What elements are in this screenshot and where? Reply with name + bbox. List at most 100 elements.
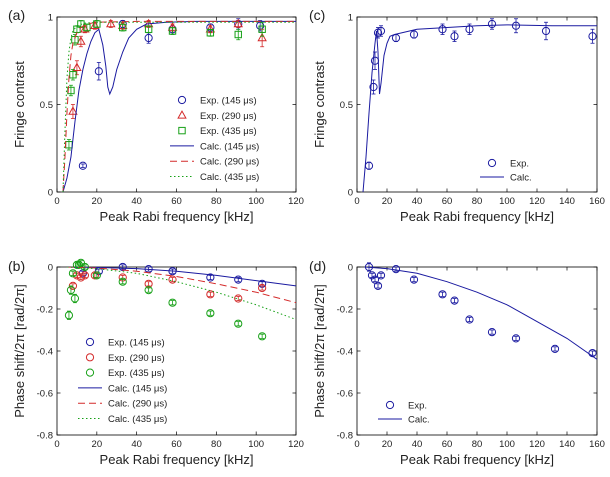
- data-point: [118, 262, 127, 272]
- data-point: [94, 67, 103, 76]
- x-tick-label: 100: [248, 196, 264, 207]
- legend: Exp. (145 μs) Exp. (290 μs) Exp. (435 μs) C…: [78, 337, 167, 425]
- data-point: [233, 18, 243, 28]
- series-line: [66, 267, 296, 304]
- legend-marker-swatch: [85, 337, 95, 347]
- legend: Exp. (145 μs) Exp. (290 μs) Exp. (435 μs) C…: [170, 96, 259, 183]
- x-tick-label: 160: [589, 196, 605, 207]
- data-point: [369, 82, 378, 92]
- data-point: [234, 30, 242, 39]
- x-tick-label: 120: [288, 439, 304, 450]
- y-tick-label: 0: [348, 263, 353, 274]
- x-tick-label: 100: [499, 196, 515, 207]
- plot-frame: [356, 16, 598, 193]
- series-d-0: [364, 262, 597, 358]
- series-line: [362, 24, 597, 192]
- data-point: [511, 21, 521, 30]
- data-point: [409, 275, 419, 284]
- legend-label: Exp. (290 μs): [108, 353, 165, 364]
- x-tick-label: 20: [382, 196, 393, 207]
- data-point: [450, 32, 459, 41]
- x-axis-label: Peak Rabi frequency [kHz]: [100, 452, 254, 467]
- data-point: [588, 32, 597, 41]
- legend-marker-swatch: [385, 400, 395, 410]
- data-point: [144, 286, 153, 295]
- x-tick-label: 60: [171, 196, 182, 207]
- data-point: [376, 271, 386, 280]
- data-point: [234, 275, 243, 284]
- y-tick-label: -0.8: [337, 431, 353, 442]
- series-line: [62, 20, 296, 192]
- legend-label: Calc. (290 μs): [200, 157, 259, 168]
- data-point: [83, 23, 91, 32]
- data-point: [93, 20, 101, 28]
- legend-label: Calc. (145 μs): [200, 141, 259, 152]
- series-a-3: [62, 20, 296, 192]
- y-tick-label: 1: [48, 13, 53, 24]
- x-tick-label: 100: [499, 439, 515, 450]
- chart-panel-d: (d) 0 20 40 60 80 100 120 140 160 -0.8 -0.6 -0.4 -0.2…: [309, 258, 605, 467]
- y-tick-label: -0.2: [37, 305, 53, 316]
- y-axis-label: Fringe contrast: [312, 61, 327, 148]
- series-c-1: [362, 24, 597, 192]
- data-point: [234, 319, 243, 328]
- x-tick-label: 80: [211, 439, 222, 450]
- x-tick-label: 40: [131, 196, 142, 207]
- x-tick-label: 0: [354, 439, 359, 450]
- data-point: [168, 298, 177, 307]
- series-a-5: [62, 21, 296, 192]
- data-point: [376, 26, 386, 36]
- legend-label: Calc. (145 μs): [108, 383, 167, 394]
- x-tick-label: 60: [442, 439, 453, 450]
- legend-label: Exp.: [408, 401, 427, 412]
- chart-panel-a: (a) 0 20 40 60 80 100 120 0 0.5 1 Peak Rabi frequen…: [8, 7, 304, 224]
- data-point: [70, 294, 80, 303]
- data-point: [118, 277, 127, 286]
- legend-marker-swatch: [177, 110, 187, 119]
- data-point: [106, 18, 116, 28]
- x-tick-label: 80: [472, 196, 483, 207]
- data-point: [144, 279, 153, 288]
- data-point: [68, 269, 78, 278]
- data-point: [550, 344, 560, 353]
- y-tick-label: -0.6: [37, 389, 53, 400]
- data-point: [168, 275, 177, 284]
- series-line: [364, 267, 597, 360]
- data-point: [258, 25, 266, 33]
- data-point: [78, 161, 87, 170]
- series-line: [66, 267, 296, 320]
- data-point: [258, 283, 267, 293]
- y-tick-label: 1: [348, 13, 353, 24]
- legend-label: Exp.: [510, 159, 529, 170]
- series-line: [62, 21, 296, 192]
- y-tick-label: 0.5: [340, 100, 353, 111]
- x-tick-label: 80: [211, 196, 222, 207]
- data-point: [69, 71, 77, 79]
- panel-label: (a): [8, 7, 25, 23]
- x-tick-label: 140: [559, 439, 575, 450]
- x-tick-label: 160: [589, 439, 605, 450]
- data-point: [206, 29, 215, 37]
- panel-label: (b): [8, 258, 25, 274]
- data-point: [258, 332, 267, 341]
- legend-label: Calc. (290 μs): [108, 399, 167, 410]
- data-point: [465, 315, 474, 324]
- legend-label: Exp. (290 μs): [200, 111, 257, 122]
- y-tick-label: 0.5: [40, 100, 53, 111]
- x-tick-label: 140: [559, 196, 575, 207]
- y-tick-label: 0: [348, 188, 353, 199]
- legend-marker-swatch: [85, 368, 95, 377]
- legend: Exp. Calc.: [480, 159, 532, 184]
- data-point: [168, 27, 177, 35]
- y-tick-label: -0.6: [337, 389, 353, 400]
- x-tick-label: 120: [288, 196, 304, 207]
- data-point: [373, 281, 383, 290]
- series-d-1: [364, 267, 597, 360]
- series-b-3: [66, 267, 296, 287]
- plot-frame: [56, 16, 297, 193]
- series-a-2: [65, 20, 266, 151]
- data-point: [66, 286, 76, 295]
- data-point: [67, 86, 75, 95]
- data-point: [206, 290, 215, 299]
